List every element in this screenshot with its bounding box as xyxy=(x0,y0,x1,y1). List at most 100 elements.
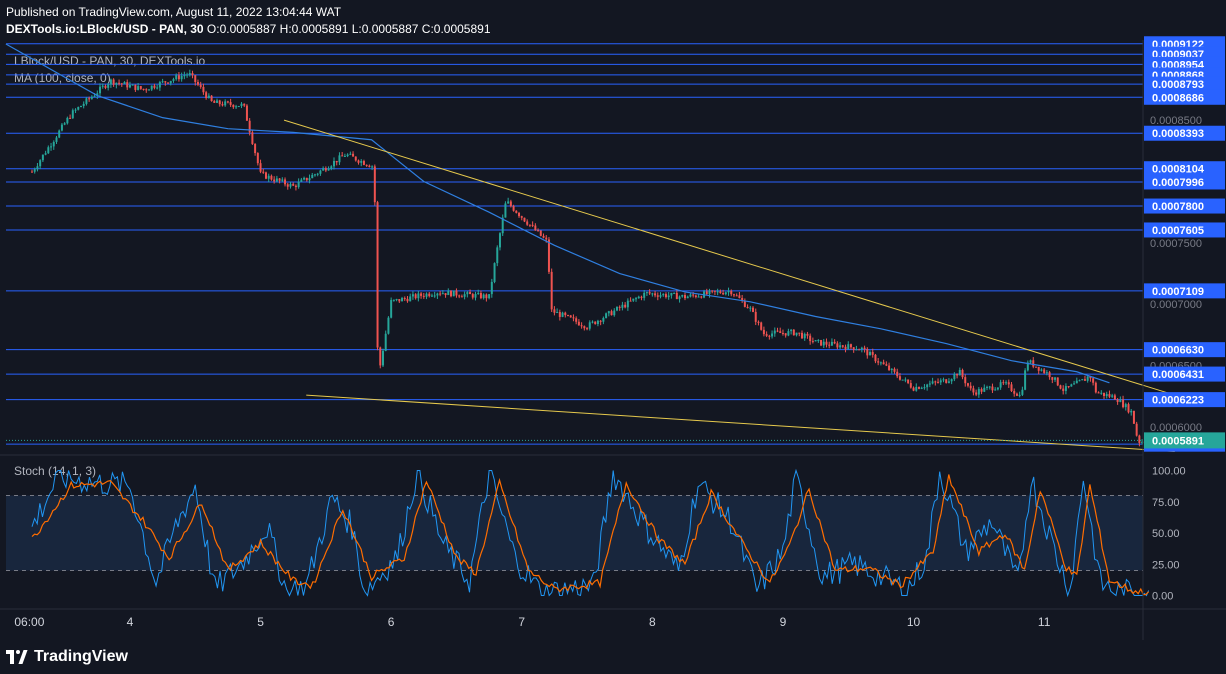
level-label-box xyxy=(1144,161,1225,177)
candle-body xyxy=(689,294,692,297)
price-pane[interactable] xyxy=(5,43,1175,453)
candle-body xyxy=(69,117,72,119)
stoch-d-line xyxy=(31,474,1150,596)
stoch-tick-label: 50.00 xyxy=(1152,528,1180,540)
time-tick-label: 6 xyxy=(388,615,395,629)
candle-body xyxy=(504,203,507,218)
candle-body xyxy=(362,161,365,165)
candle-body xyxy=(746,306,749,309)
level-label-box xyxy=(1144,392,1225,408)
candle-body xyxy=(240,103,243,107)
candle-body xyxy=(523,217,526,222)
candle-body xyxy=(917,386,920,389)
tradingview-logo[interactable]: TradingView xyxy=(6,648,128,666)
candle-body xyxy=(1127,404,1130,413)
candle-body xyxy=(795,332,798,336)
candle-body xyxy=(1094,382,1097,393)
candle-body xyxy=(787,331,790,336)
candle-body xyxy=(972,388,975,393)
candle-body xyxy=(1138,435,1141,443)
candle-body xyxy=(493,263,496,282)
candle-body xyxy=(741,298,744,301)
candle-body xyxy=(1048,372,1051,378)
stoch-tick-label: 0.00 xyxy=(1152,591,1173,603)
candle-body xyxy=(847,344,850,350)
candle-body xyxy=(512,206,515,211)
candle-body xyxy=(572,317,575,319)
candle-body xyxy=(77,107,80,110)
candle-body xyxy=(969,385,972,389)
candle-body xyxy=(352,153,355,157)
candle-body xyxy=(490,281,493,295)
candle-body xyxy=(177,75,180,80)
candle-body xyxy=(82,103,85,106)
candle-body xyxy=(594,321,597,325)
candle-body xyxy=(567,315,570,317)
time-tick-label: 06:00 xyxy=(14,615,44,629)
candle-body xyxy=(123,82,126,85)
level-label: 0.0007996 xyxy=(1152,177,1204,189)
candle-body xyxy=(1021,389,1024,395)
candle-body xyxy=(1018,394,1021,396)
candle-body xyxy=(158,82,161,88)
candle-body xyxy=(66,117,69,124)
candle-body xyxy=(509,201,512,207)
candle-body xyxy=(41,154,44,161)
candle-body xyxy=(784,333,787,336)
candle-body xyxy=(398,299,401,302)
candle-body xyxy=(96,93,99,96)
candle-body xyxy=(1132,410,1135,424)
candle-body xyxy=(1135,423,1138,436)
candle-body xyxy=(1130,410,1133,413)
candle-body xyxy=(645,292,648,294)
candle-body xyxy=(354,156,357,161)
candle-body xyxy=(640,296,643,298)
candle-body xyxy=(871,352,874,355)
stochastic-pane[interactable] xyxy=(6,468,1150,598)
candle-body xyxy=(809,335,812,342)
candle-body xyxy=(156,87,159,89)
candle-body xyxy=(632,298,635,301)
candle-body xyxy=(466,292,469,295)
candle-body xyxy=(469,292,472,295)
candle-body xyxy=(953,373,956,380)
candle-body xyxy=(942,379,945,381)
stoch-k-line xyxy=(31,468,1150,598)
moving-average-line xyxy=(5,43,1110,384)
candle-body xyxy=(1029,360,1032,363)
candle-body xyxy=(901,379,904,381)
candle-body xyxy=(1116,399,1119,402)
candle-body xyxy=(322,168,325,171)
candle-body xyxy=(915,386,918,391)
candle-body xyxy=(1045,372,1048,374)
candle-body xyxy=(975,392,978,395)
candle-body xyxy=(164,81,167,83)
candle-body xyxy=(161,81,164,83)
candle-body xyxy=(1122,399,1125,408)
stoch-legend[interactable]: Stoch (14, 1, 3) xyxy=(14,464,97,478)
candle-body xyxy=(131,84,134,86)
candle-body xyxy=(221,104,224,106)
candle-body xyxy=(452,290,455,297)
candle-body xyxy=(624,304,627,308)
candle-body xyxy=(335,160,338,163)
candle-body xyxy=(507,201,510,204)
candle-body xyxy=(888,365,891,371)
candle-body xyxy=(55,137,58,142)
candle-body xyxy=(1108,394,1111,397)
candle-body xyxy=(245,105,248,121)
candle-body xyxy=(771,333,774,337)
candle-body xyxy=(414,294,417,299)
candle-body xyxy=(591,321,594,323)
candle-body xyxy=(711,290,714,292)
candle-body xyxy=(803,333,806,339)
candle-body xyxy=(662,294,665,296)
candle-body xyxy=(841,345,844,347)
candle-body xyxy=(735,295,738,297)
current-price-label: 0.0005891 xyxy=(1152,435,1204,447)
level-label: 0.0008793 xyxy=(1152,79,1204,91)
candle-body xyxy=(1056,377,1059,386)
candle-body xyxy=(210,95,213,102)
candle-body xyxy=(1064,386,1067,391)
